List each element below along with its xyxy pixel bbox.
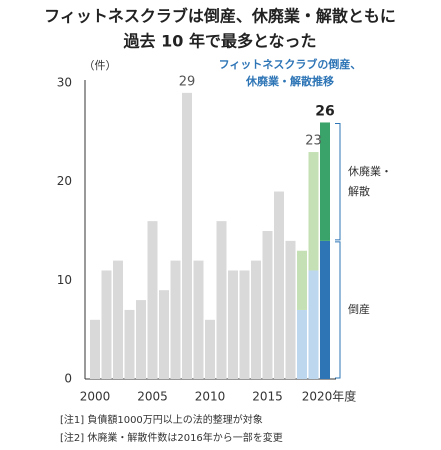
y-tick-label: 30	[57, 76, 72, 90]
chart-title: フィットネスクラブは倒産、休廃業・解散ともに	[44, 7, 396, 26]
y-unit: （件）	[84, 59, 117, 72]
bar	[251, 260, 261, 379]
bracket	[335, 122, 341, 241]
bar	[320, 240, 330, 379]
bar	[228, 270, 238, 379]
y-tick-label: 20	[57, 174, 72, 188]
x-tick-label: 2015	[252, 390, 283, 404]
bar	[320, 122, 330, 241]
y-tick-label: 0	[64, 372, 72, 386]
bar	[216, 221, 227, 379]
note: [注2] 休廃業・解散件数は2016年から一部を変更	[60, 431, 283, 444]
x-tick-label: 2010	[195, 390, 226, 404]
note: [注1] 負債額1000万円以上の法的整理が対象	[60, 413, 263, 426]
bar	[308, 270, 319, 379]
bar	[274, 191, 284, 379]
chart-title: 過去 10 年で最多となった	[123, 32, 317, 51]
total-label: 29	[179, 74, 196, 89]
x-tick-label: 2020年度	[302, 389, 357, 404]
bar	[90, 319, 100, 379]
bar	[205, 319, 215, 379]
bracket	[335, 241, 341, 379]
bar	[136, 300, 146, 379]
bar	[262, 231, 273, 379]
chart-subtitle: 休廃業・解散推移	[245, 74, 334, 88]
bar	[297, 309, 307, 379]
bar	[170, 260, 181, 379]
bar	[101, 270, 112, 379]
bar	[297, 250, 307, 310]
bar	[147, 221, 158, 379]
bar	[182, 92, 192, 379]
total-label: 23	[305, 134, 322, 149]
series-label: 倒産	[348, 302, 370, 316]
bar	[239, 270, 250, 379]
chart-subtitle: フィットネスクラブの倒産、	[219, 57, 362, 71]
x-tick-label: 2005	[137, 390, 168, 404]
bar	[285, 240, 296, 379]
bar	[113, 260, 123, 379]
bar	[124, 309, 135, 379]
total-label: 26	[315, 103, 334, 119]
bar	[159, 290, 169, 379]
bar	[193, 260, 204, 379]
bar	[308, 152, 319, 271]
series-label: 休廃業・解散	[348, 164, 392, 198]
x-tick-label: 2000	[80, 390, 111, 404]
y-tick-label: 10	[57, 273, 72, 287]
